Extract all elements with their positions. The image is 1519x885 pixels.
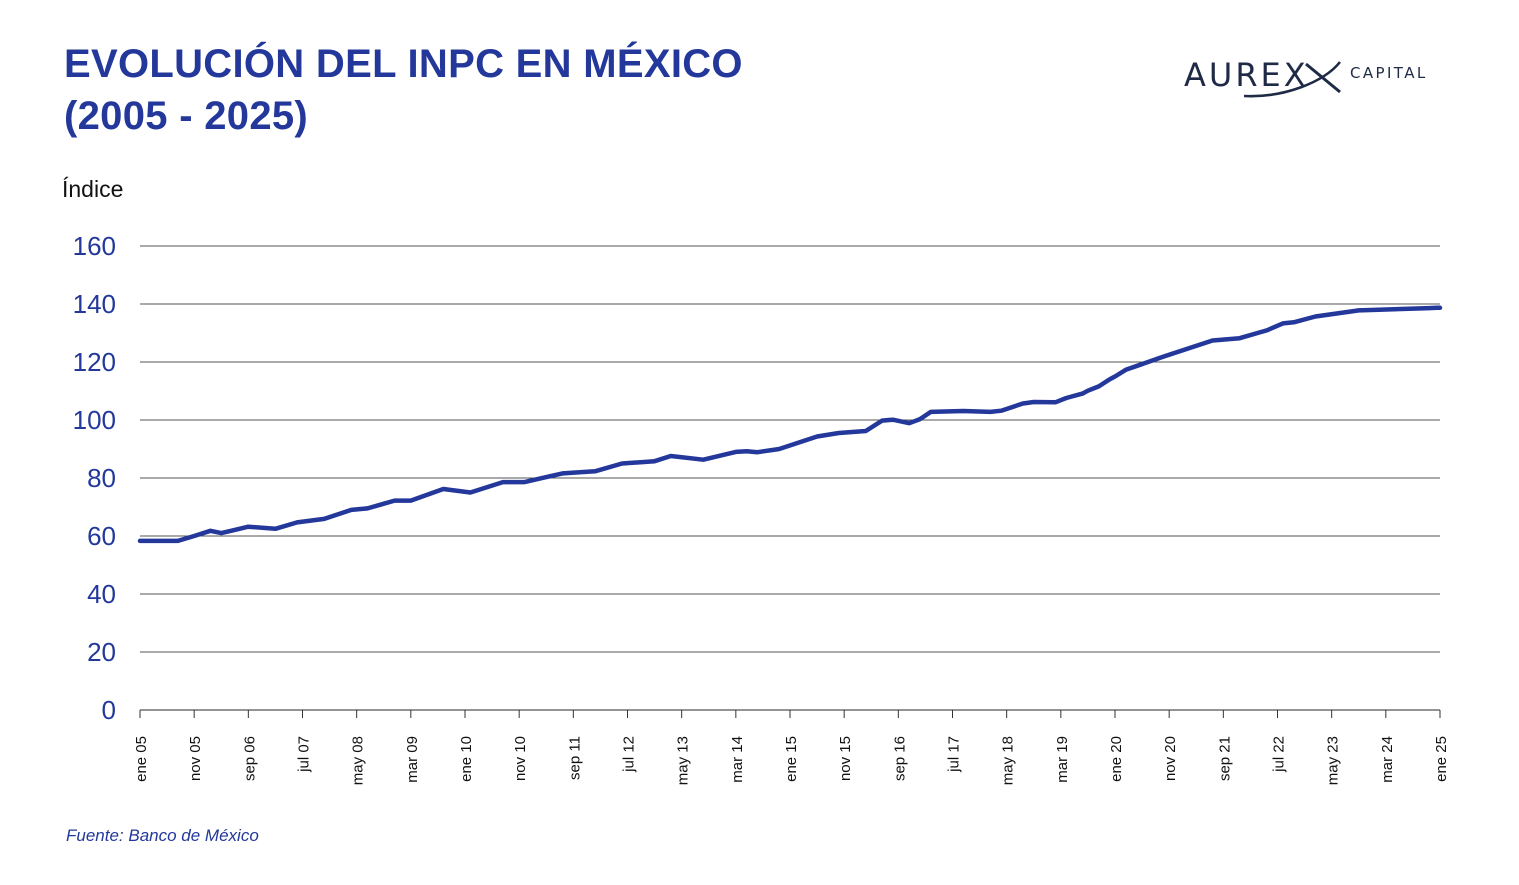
y-tick-label: 120 <box>73 347 116 377</box>
x-tick-label: may 08 <box>350 736 367 785</box>
y-tick-label: 40 <box>87 579 116 609</box>
x-tick-label: sep 16 <box>891 736 908 781</box>
y-tick-label: 20 <box>87 637 116 667</box>
x-tick-label: sep 06 <box>241 736 258 781</box>
y-tick-label: 60 <box>87 521 116 551</box>
y-tick-label: 140 <box>73 289 116 319</box>
x-tick-label: mar 24 <box>1379 736 1396 783</box>
x-tick-label: ene 15 <box>783 736 800 782</box>
x-tick-label: mar 09 <box>404 736 421 783</box>
x-tick-label: jul 17 <box>946 736 963 773</box>
series-layer <box>137 305 1443 544</box>
x-tick-label: may 13 <box>675 736 692 785</box>
chart-title-line-1: EVOLUCIÓN DEL INPC EN MÉXICO <box>64 42 743 86</box>
x-tick-label: nov 05 <box>187 736 204 781</box>
x-tick-label: jul 07 <box>296 736 313 773</box>
x-tick-label: ene 20 <box>1108 736 1125 782</box>
y-tick-label: 160 <box>73 231 116 261</box>
x-tick-label: ene 05 <box>133 736 150 782</box>
y-axis-title: Índice <box>62 176 123 202</box>
y-tick-label: 80 <box>87 463 116 493</box>
x-tick-label: may 23 <box>1325 736 1342 785</box>
x-tick-label: jul 12 <box>621 736 638 773</box>
chart-title: EVOLUCIÓN DEL INPC EN MÉXICO (2005 - 202… <box>64 38 743 142</box>
x-tick-label: ene 10 <box>458 736 475 782</box>
x-axis: ene 05 nov 05 sep 06 jul 07 may 08 mar 09 ene … <box>133 709 1450 785</box>
x-tick-label: sep 21 <box>1216 736 1233 781</box>
x-tick-label: mar 19 <box>1054 736 1071 783</box>
y-tick-label: 100 <box>73 405 116 435</box>
chart-title-line-2: (2005 - 2025) <box>64 94 309 138</box>
series-line-inpc <box>137 305 1443 544</box>
x-tick-label: nov 20 <box>1162 736 1179 781</box>
y-axis-ticks: 0 20 40 60 80 100 120 140 160 <box>73 231 116 725</box>
logo-subtitle: CAPITAL <box>1350 64 1428 82</box>
logo-swoosh-icon <box>1243 61 1342 98</box>
x-tick-label: may 18 <box>1000 736 1017 785</box>
grid-lines <box>140 245 1440 653</box>
aurex-capital-logo: AUREX CAPITAL <box>1184 52 1444 100</box>
x-tick-label: sep 11 <box>566 736 583 780</box>
source-note: Fuente: Banco de México <box>66 826 259 845</box>
x-tick-label: nov 15 <box>837 736 854 781</box>
x-tick-label: ene 25 <box>1433 736 1450 782</box>
logo-wordmark: AUREX <box>1184 56 1309 94</box>
x-tick-label: jul 22 <box>1271 736 1288 773</box>
x-tick-label: nov 10 <box>512 736 529 781</box>
x-tick-label: mar 14 <box>729 736 746 783</box>
y-tick-label: 0 <box>102 695 116 725</box>
